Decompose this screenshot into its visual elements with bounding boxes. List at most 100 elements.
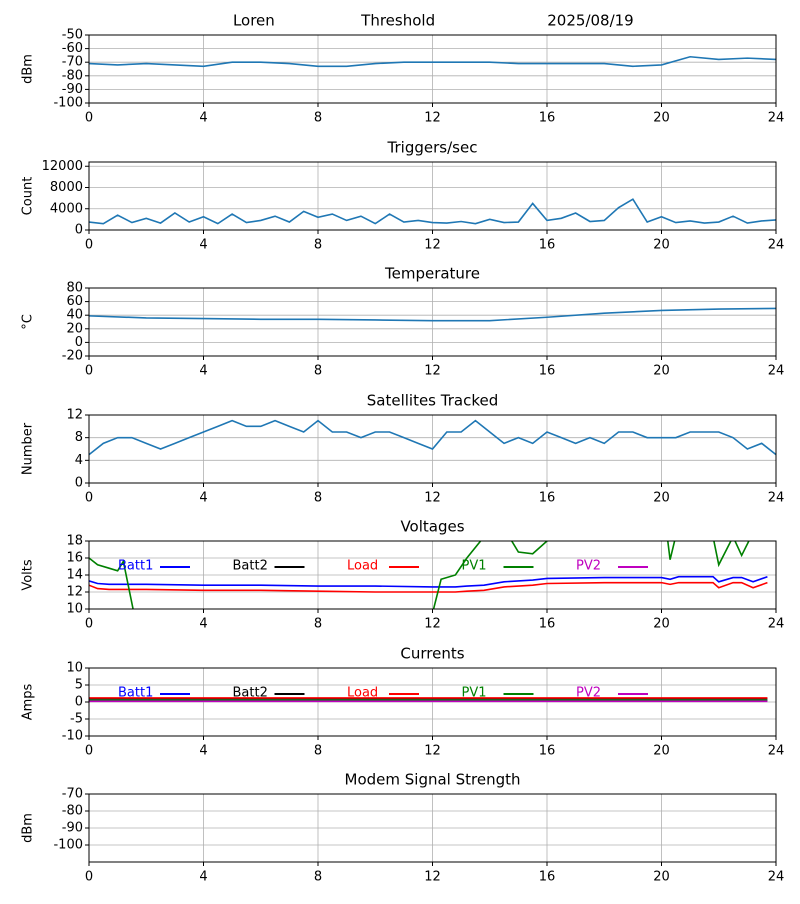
- x-tick-label: 0: [85, 617, 93, 632]
- y-tick-label: -90: [62, 82, 83, 97]
- x-tick-label: 20: [653, 111, 670, 126]
- x-tick-label: 4: [199, 111, 207, 126]
- y-tick-label: 20: [66, 321, 83, 336]
- x-tick-label: 24: [768, 111, 785, 126]
- y-tick-label: 4000: [50, 201, 83, 216]
- y-axis-label: Volts: [21, 559, 36, 591]
- x-tick-label: 4: [199, 617, 207, 632]
- x-tick-label: 20: [653, 364, 670, 379]
- x-tick-label: 16: [539, 364, 556, 379]
- y-tick-label: -100: [53, 838, 83, 853]
- x-tick-label: 0: [85, 364, 93, 379]
- y-tick-label: -60: [62, 41, 83, 56]
- x-tick-label: 20: [653, 491, 670, 506]
- y-tick-label: -80: [62, 804, 83, 819]
- panel: 0 4 8 12 16 20 24 -100-90-80-70-60-50 Loren Thres…: [21, 12, 785, 126]
- series-line: [89, 575, 768, 588]
- axes-frame: [88, 667, 777, 737]
- legend-label: Batt2: [233, 559, 268, 574]
- y-tick-label: -20: [62, 349, 83, 364]
- x-tick-label: 4: [199, 238, 207, 253]
- series-line: [89, 198, 776, 225]
- series-line: [89, 307, 776, 322]
- y-tick-label: 14: [66, 568, 83, 583]
- y-tick-label: -5: [70, 712, 83, 727]
- y-tick-label: 12: [66, 585, 83, 600]
- y-tick-label: 12000: [42, 159, 83, 174]
- x-tick-label: 24: [768, 870, 785, 885]
- y-tick-label: -90: [62, 821, 83, 836]
- y-tick-label: 10: [66, 602, 83, 617]
- x-tick-label: 24: [768, 744, 785, 759]
- panel-title: Threshold: [360, 12, 435, 30]
- y-tick-label: 10: [66, 661, 83, 676]
- x-tick-label: 4: [199, 744, 207, 759]
- x-tick-label: 16: [539, 744, 556, 759]
- x-tick-label: 12: [424, 744, 441, 759]
- panel-title: Currents: [400, 645, 464, 663]
- series-line: [89, 55, 776, 68]
- y-tick-label: 5: [75, 678, 83, 693]
- y-tick-label: 40: [66, 308, 83, 323]
- x-tick-label: 12: [424, 238, 441, 253]
- x-tick-label: 12: [424, 111, 441, 126]
- panel-title: Modem Signal Strength: [345, 771, 521, 789]
- x-tick-label: 12: [424, 870, 441, 885]
- panel-title: Loren: [233, 12, 275, 30]
- legend-label: PV2: [576, 559, 601, 574]
- y-tick-label: 4: [75, 453, 83, 468]
- x-tick-label: 0: [85, 111, 93, 126]
- y-axis-label: Count: [21, 177, 36, 216]
- x-tick-label: 8: [314, 617, 322, 632]
- x-tick-label: 8: [314, 870, 322, 885]
- x-tick-label: 4: [199, 364, 207, 379]
- x-tick-label: 16: [539, 491, 556, 506]
- x-tick-label: 12: [424, 364, 441, 379]
- panel-title: Temperature: [384, 265, 480, 283]
- y-tick-label: -70: [62, 787, 83, 802]
- y-tick-label: 0: [75, 223, 83, 238]
- series-line: [89, 541, 750, 609]
- x-tick-label: 8: [314, 238, 322, 253]
- y-tick-label: -80: [62, 68, 83, 83]
- legend-label: PV2: [576, 686, 601, 701]
- legend-label: Batt1: [118, 686, 153, 701]
- x-tick-label: 24: [768, 617, 785, 632]
- series-line: [89, 581, 768, 593]
- y-tick-label: 12: [66, 408, 83, 423]
- x-tick-label: 24: [768, 364, 785, 379]
- panel: 0 4 8 12 16 20 24 0 4000 8000 12000 Triggers/sec Cou…: [21, 139, 785, 253]
- x-tick-label: 16: [539, 238, 556, 253]
- x-tick-label: 24: [768, 238, 785, 253]
- axes-frame: [88, 161, 777, 231]
- x-tick-label: 24: [768, 491, 785, 506]
- x-tick-label: 4: [199, 870, 207, 885]
- legend-label: Load: [347, 686, 378, 701]
- y-axis-label: °C: [21, 314, 36, 330]
- x-tick-label: 0: [85, 744, 93, 759]
- panel: 0 4 8 12 16 20 24 0 4 8 12 Satellites Tracked Number: [21, 392, 785, 506]
- x-tick-label: 16: [539, 111, 556, 126]
- x-tick-label: 20: [653, 744, 670, 759]
- y-axis-label: dBm: [21, 54, 36, 84]
- x-tick-label: 12: [424, 491, 441, 506]
- axes-frame: [88, 287, 777, 357]
- panel-title: Voltages: [400, 518, 464, 536]
- y-tick-label: 16: [66, 551, 83, 566]
- x-tick-label: 8: [314, 744, 322, 759]
- y-tick-label: -100: [53, 96, 83, 111]
- x-tick-label: 4: [199, 491, 207, 506]
- panel: 0 4 8 12 16 20 24 10 12 14 16 18 Voltages Volts Batt1 B…: [21, 518, 785, 632]
- y-tick-label: -50: [62, 28, 83, 43]
- x-tick-label: 8: [314, 111, 322, 126]
- x-tick-label: 0: [85, 491, 93, 506]
- legend-label: Batt2: [233, 686, 268, 701]
- axes-frame: [88, 793, 777, 863]
- axes-frame: [88, 34, 777, 104]
- x-tick-label: 0: [85, 238, 93, 253]
- panel: 0 4 8 12 16 20 24 -100 -90 -80 -70 Modem Signal Str…: [21, 771, 785, 885]
- x-tick-label: 8: [314, 491, 322, 506]
- axes-frame: [88, 540, 777, 610]
